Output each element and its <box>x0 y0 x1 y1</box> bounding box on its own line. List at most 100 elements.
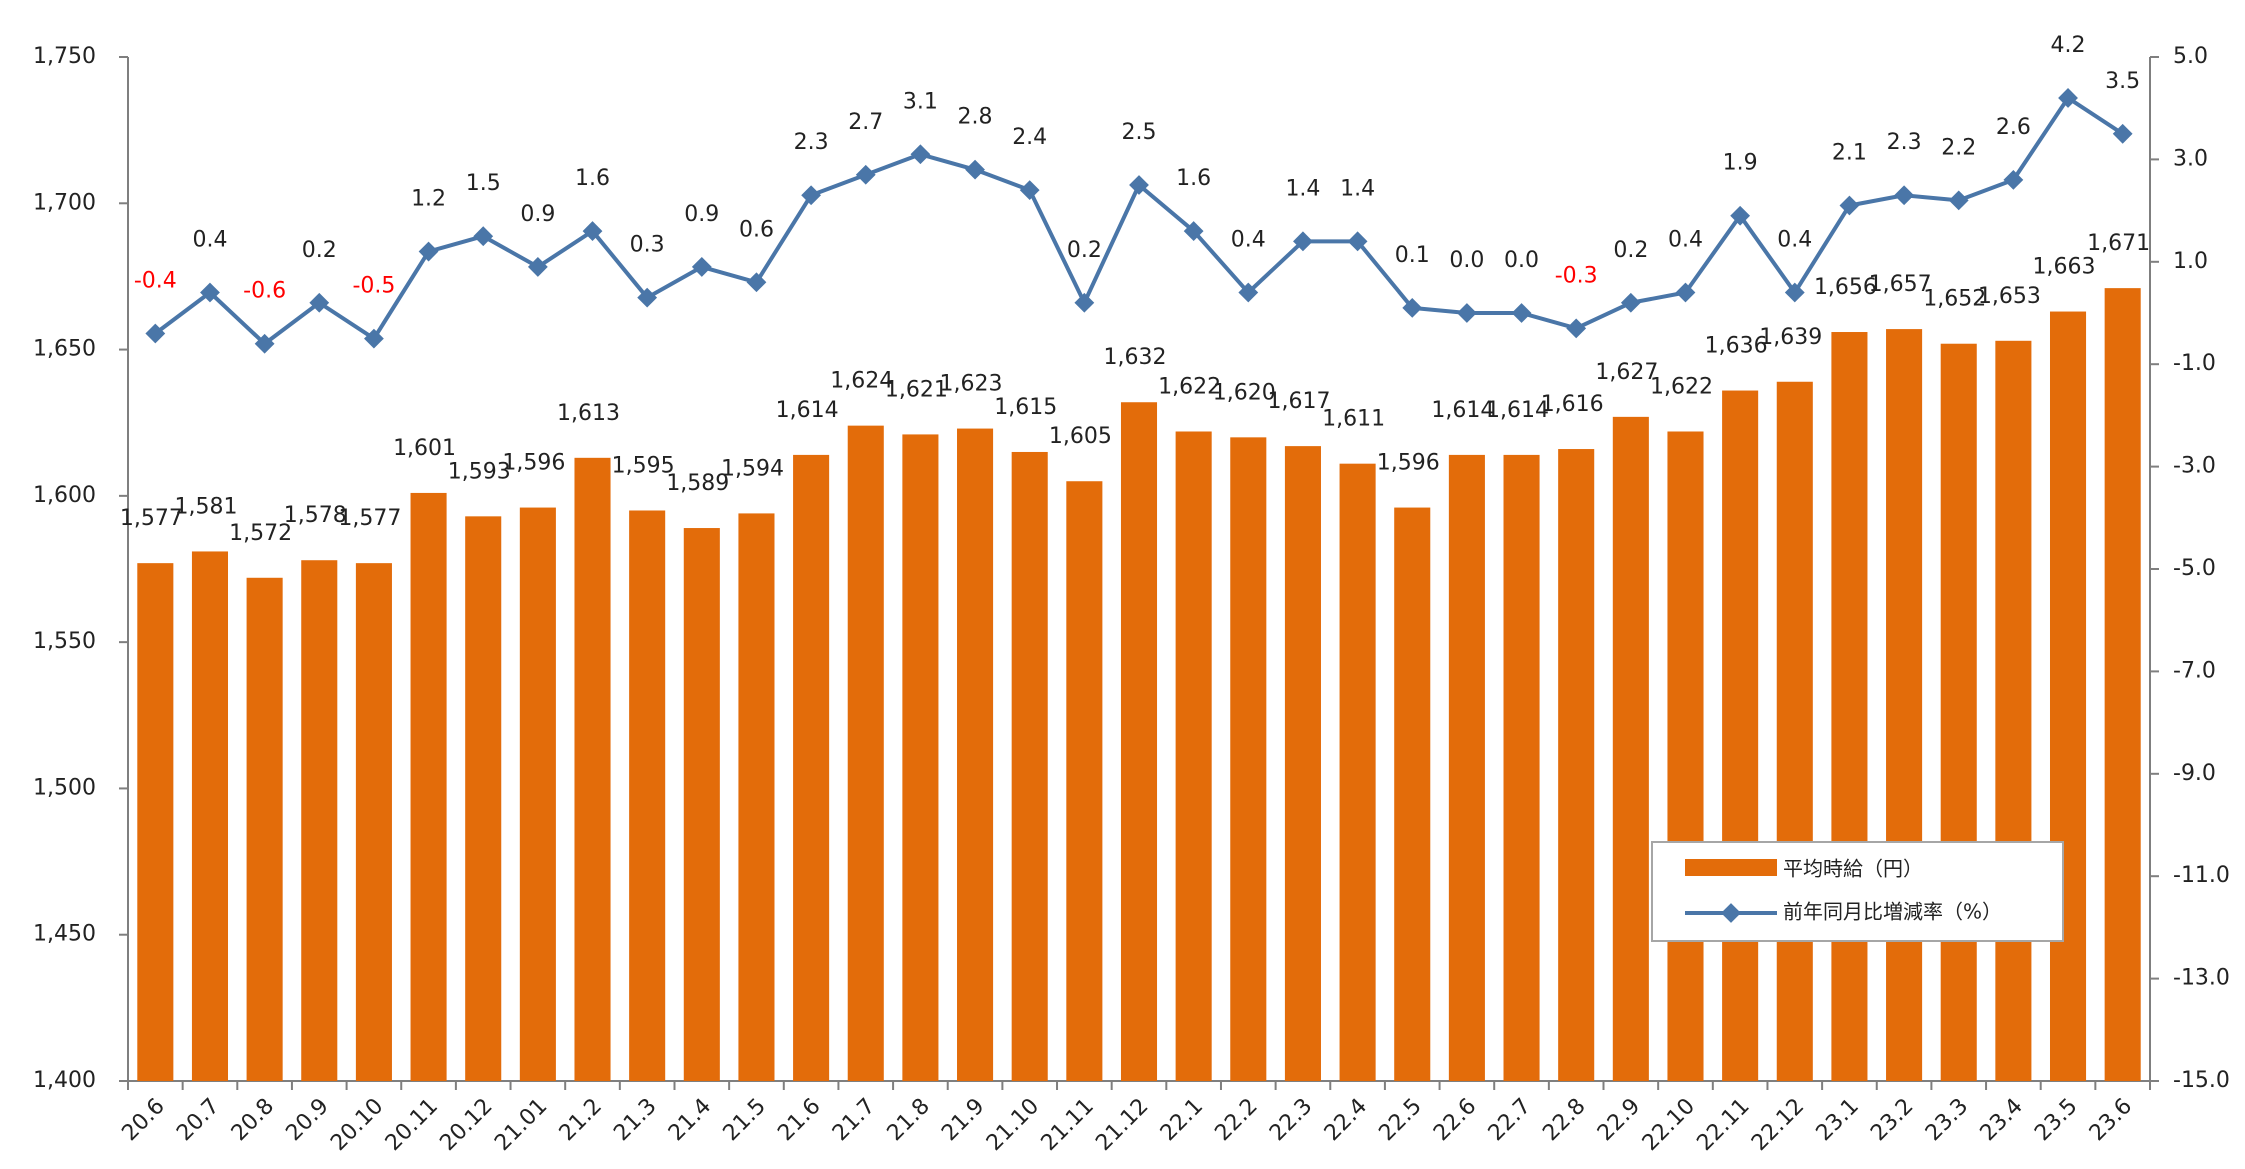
line-value-label: 1.9 <box>1723 151 1758 176</box>
bar-value-label: 1,578 <box>284 503 347 528</box>
line-marker <box>364 328 384 349</box>
line-marker <box>1730 205 1751 226</box>
bar <box>1886 329 1923 1081</box>
bar-value-label: 1,601 <box>393 436 456 461</box>
line-value-label: 2.5 <box>1122 120 1157 145</box>
legend-bar-swatch <box>1685 859 1777 876</box>
line-marker <box>1129 175 1149 195</box>
bar <box>1011 451 1048 1081</box>
bar-value-label: 1,577 <box>120 506 183 531</box>
bar <box>847 425 884 1081</box>
x-tick-label: 20.12 <box>435 1094 497 1156</box>
line-marker <box>473 226 494 247</box>
line-value-label: 3.1 <box>903 89 938 114</box>
x-tick-label: 22.1 <box>1156 1094 1208 1146</box>
bar <box>1503 454 1540 1081</box>
x-tick-label: 23.3 <box>1921 1094 1973 1146</box>
line-value-label: 2.2 <box>1941 135 1976 160</box>
right-tick-label: -1.0 <box>2173 351 2216 376</box>
bar-value-label: 1,639 <box>1759 325 1822 350</box>
x-tick-label: 22.6 <box>1429 1094 1481 1146</box>
line-marker <box>309 292 330 313</box>
x-tick-label: 20.10 <box>326 1094 388 1156</box>
bar <box>246 577 283 1081</box>
bar-value-label: 1,671 <box>2087 231 2150 256</box>
x-tick-label: 20.7 <box>172 1094 224 1146</box>
x-tick-label: 22.5 <box>1374 1094 1426 1146</box>
line-value-label: 0.2 <box>302 238 337 263</box>
x-tick-label: 20.11 <box>381 1094 443 1156</box>
x-tick-label: 22.4 <box>1320 1094 1372 1146</box>
bar-value-label: 1,616 <box>1541 392 1604 417</box>
bar <box>1175 431 1212 1081</box>
right-tick-label: 3.0 <box>2173 146 2208 171</box>
line-value-label: 0.0 <box>1504 248 1539 273</box>
line-marker <box>1238 282 1259 303</box>
line-marker <box>965 159 985 180</box>
x-tick-label: 21.12 <box>1091 1094 1153 1156</box>
line-value-label: 1.6 <box>1176 166 1211 191</box>
bar <box>137 563 174 1081</box>
line-marker <box>691 257 712 277</box>
bar-value-label: 1,624 <box>830 369 893 394</box>
line-marker <box>1511 303 1532 323</box>
line-marker <box>1894 185 1914 206</box>
line-marker <box>2058 88 2078 108</box>
line-marker <box>200 282 220 303</box>
x-tick-label: 22.3 <box>1265 1094 1317 1146</box>
bar <box>1667 431 1704 1081</box>
legend-line-marker <box>1721 903 1741 923</box>
x-tick-label: 21.11 <box>1037 1094 1099 1156</box>
x-tick-label: 21.5 <box>719 1094 771 1146</box>
line-value-label: 4.2 <box>2051 33 2086 58</box>
bar-value-label: 1,622 <box>1650 374 1713 399</box>
x-tick-label: 22.12 <box>1747 1094 1809 1156</box>
bar <box>191 551 229 1081</box>
line-marker <box>1675 282 1696 303</box>
x-tick-label: 23.4 <box>1976 1094 2028 1146</box>
bar-value-label: 1,611 <box>1322 407 1385 432</box>
bar <box>1558 449 1595 1081</box>
left-tick-label: 1,750 <box>33 44 96 69</box>
bar-value-label: 1,632 <box>1104 345 1167 370</box>
line-value-label: 0.3 <box>630 233 665 258</box>
line-marker <box>418 241 439 262</box>
x-tick-label: 22.11 <box>1692 1094 1754 1156</box>
bar <box>410 492 447 1082</box>
bar-value-label: 1,656 <box>1814 275 1877 300</box>
bar <box>2049 311 2087 1082</box>
bar <box>574 457 611 1081</box>
line-value-label: 2.4 <box>1012 125 1047 150</box>
bar <box>957 428 994 1082</box>
x-tick-label: 21.6 <box>773 1094 825 1146</box>
line-value-label: 1.4 <box>1285 176 1320 201</box>
bar <box>1394 507 1431 1081</box>
line-marker <box>1402 297 1423 318</box>
bar <box>519 507 556 1081</box>
bar <box>1831 332 1868 1081</box>
bar <box>1940 343 1977 1082</box>
right-tick-label: -15.0 <box>2173 1068 2230 1093</box>
right-tick-label: -9.0 <box>2173 761 2216 786</box>
line-value-label: 1.4 <box>1340 176 1375 201</box>
bar-value-label: 1,623 <box>940 372 1003 397</box>
bar <box>738 513 775 1081</box>
bar <box>1995 340 2032 1081</box>
bar-value-label: 1,614 <box>1486 398 1549 423</box>
line-value-label: 1.2 <box>411 187 446 212</box>
left-tick-label: 1,550 <box>33 629 96 654</box>
line-marker <box>855 164 876 185</box>
right-tick-label: 1.0 <box>2173 249 2208 274</box>
bar-value-label: 1,620 <box>1213 380 1276 405</box>
line-value-label: 0.4 <box>1231 228 1266 253</box>
bar <box>2104 288 2141 1081</box>
x-tick-label: 21.3 <box>609 1094 661 1146</box>
line-value-label: 2.8 <box>958 105 993 130</box>
bar-value-label: 1,663 <box>2033 255 2096 280</box>
legend-bar-label: 平均時給（円） <box>1783 857 1923 881</box>
line-value-label: 2.1 <box>1832 140 1867 165</box>
bar <box>1722 390 1759 1081</box>
bar <box>1066 481 1103 1081</box>
line-value-label: -0.5 <box>352 274 395 299</box>
